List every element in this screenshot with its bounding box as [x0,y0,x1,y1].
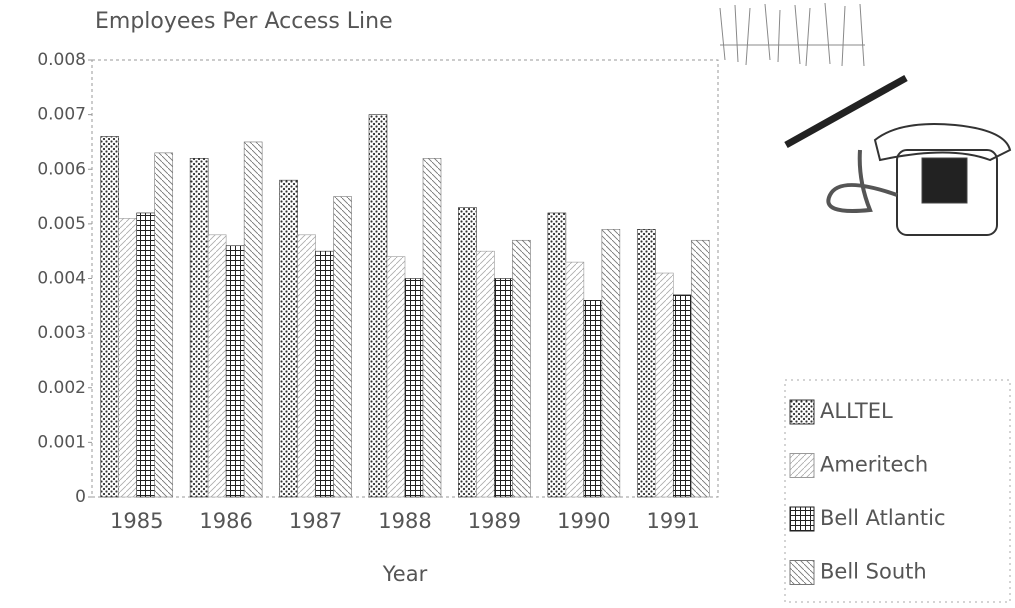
legend-label: ALLTEL [820,399,893,423]
bar [387,257,405,497]
y-tick-label: 0.007 [37,105,86,125]
bar [673,295,691,497]
x-tick-label: 1987 [289,509,342,533]
bar [369,115,387,497]
x-tick-label: 1986 [199,509,252,533]
bar [512,240,530,497]
y-tick-label: 0.005 [37,214,86,234]
bar [476,251,494,497]
legend-swatch [790,507,814,531]
bar [602,229,620,497]
x-tick-label: 1988 [378,509,431,533]
y-tick-label: 0.003 [37,323,86,343]
chart-title: Employees Per Access Line [95,9,393,34]
legend-swatch [790,454,814,478]
decoration [720,3,1010,235]
legend-label: Bell South [820,560,927,584]
legend-swatch [790,400,814,424]
x-tick-label: 1985 [110,509,163,533]
bar [655,273,673,497]
bar [280,180,298,497]
bar [244,142,262,497]
bar [316,251,334,497]
y-tick-label: 0.004 [37,269,86,289]
x-tick-label: 1989 [468,509,521,533]
bar [226,246,244,497]
bar [405,279,423,498]
x-tick-label: 1990 [557,509,610,533]
x-tick-label: 1991 [647,509,700,533]
y-tick-label: 0.008 [37,50,86,70]
legend-label: Ameritech [820,453,928,477]
bar [584,300,602,497]
bar [298,235,316,497]
bar [637,229,655,497]
bar [458,207,476,497]
bar [423,158,441,497]
bar [334,197,352,497]
bar [137,213,155,497]
y-tick-label: 0.001 [37,432,86,452]
legend-label: Bell Atlantic [820,506,946,530]
bar [155,153,173,497]
y-tick-label: 0.006 [37,159,86,179]
x-axis-label: Year [382,562,428,586]
bar [691,240,709,497]
bar [190,158,208,497]
bar [208,235,226,497]
bar [494,279,512,498]
chart: Employees Per Access Line Year 0 0.001 0.0… [0,0,1015,608]
y-tick-label: 0 [75,487,86,507]
bar [101,136,119,497]
y-tick-label: 0.002 [37,378,86,398]
bar [548,213,566,497]
legend-swatch [790,561,814,585]
bar [119,218,137,497]
bar [566,262,584,497]
